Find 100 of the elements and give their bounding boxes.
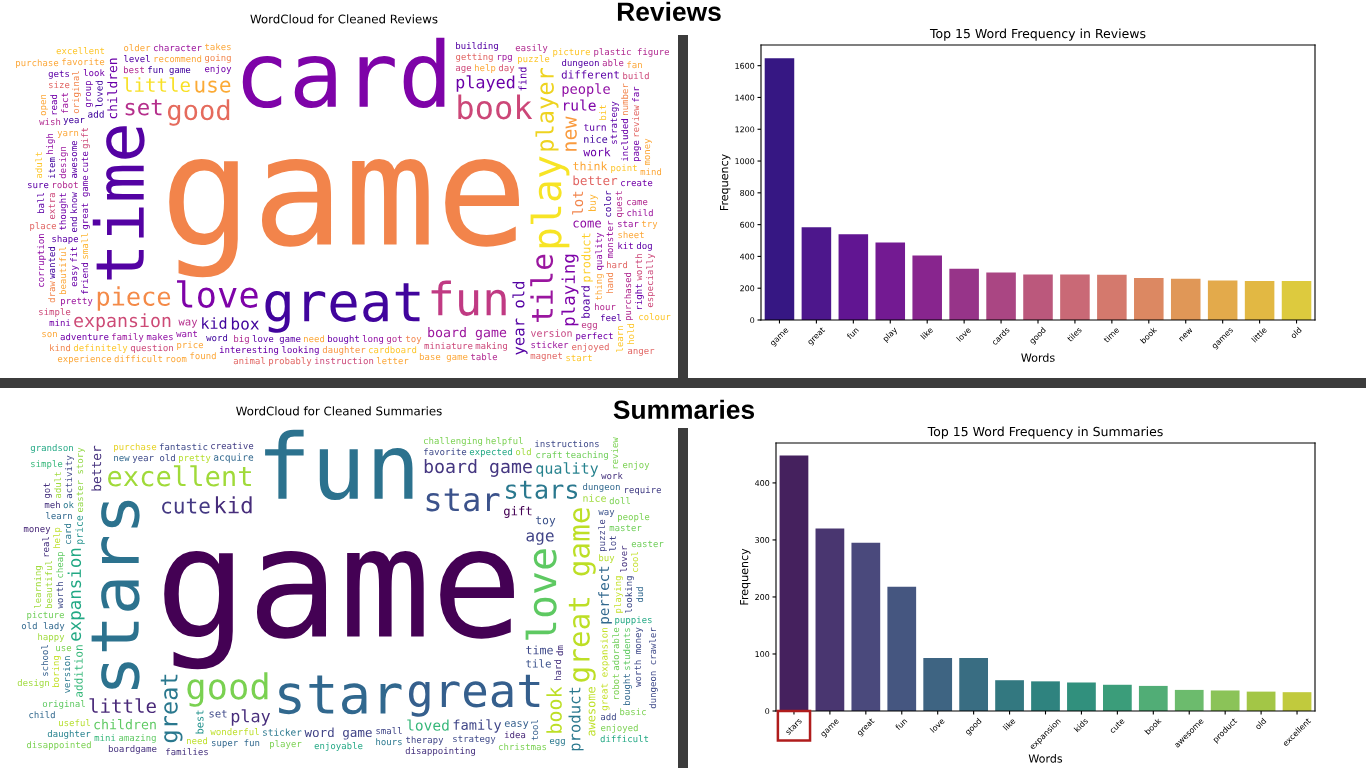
category-label: building xyxy=(456,42,498,51)
category-label: sticker xyxy=(263,728,302,736)
category-label: dm xyxy=(556,645,564,656)
category-label: design xyxy=(59,147,68,179)
category-label: takes xyxy=(204,43,231,51)
category-label: try xyxy=(641,220,658,229)
bar xyxy=(1097,274,1127,320)
category-label: turn xyxy=(584,123,606,131)
category-label: best xyxy=(195,710,204,734)
category-label: small xyxy=(376,727,402,735)
category-label: cool xyxy=(631,552,639,573)
category-label: use xyxy=(56,645,72,652)
category-label: kind xyxy=(50,344,71,352)
category-label: hour xyxy=(594,303,616,311)
category-label: challenging xyxy=(423,437,483,446)
category-label: awesome xyxy=(71,141,78,178)
category-label: played xyxy=(456,75,515,92)
category-label: boardgame xyxy=(108,745,157,754)
category-label: extra xyxy=(48,193,56,220)
bar xyxy=(851,542,881,711)
category-label: expected xyxy=(469,448,512,457)
category-label: playing xyxy=(561,254,579,326)
category-label: way xyxy=(178,319,198,328)
category-label: mind xyxy=(640,168,662,176)
bar xyxy=(1023,274,1053,320)
category-label: found xyxy=(190,352,216,360)
category-label: stars xyxy=(506,480,578,499)
category-label: help xyxy=(53,527,62,549)
category-label: set xyxy=(209,710,227,718)
category-label: worth money xyxy=(634,627,643,687)
category-label: way xyxy=(598,509,615,517)
category-label: work xyxy=(601,472,623,480)
category-label: fit xyxy=(70,247,78,262)
category-label: picture xyxy=(27,611,64,620)
category-label: kid xyxy=(202,317,227,329)
category-label: room xyxy=(166,356,187,363)
category-label: magnet xyxy=(530,352,562,361)
category-label: fantastic xyxy=(159,443,208,451)
category-label: kid xyxy=(215,496,252,514)
category-label: better xyxy=(573,175,618,186)
category-label: activity xyxy=(65,455,74,499)
bar xyxy=(801,227,832,320)
category-label: enjoy xyxy=(204,65,232,74)
category-label: simple xyxy=(31,460,63,469)
category-label: box xyxy=(231,317,259,330)
bar xyxy=(1207,280,1238,320)
category-label: tool xyxy=(531,720,539,741)
category-label: board game xyxy=(424,459,532,477)
category-label: tile xyxy=(526,659,551,668)
category-label: hold xyxy=(627,323,635,345)
category-label: quest xyxy=(615,191,624,217)
category-label: hand xyxy=(606,272,614,294)
category-label: right xyxy=(635,284,644,309)
category-label: quality xyxy=(536,462,599,477)
category-label: puppies xyxy=(615,616,652,625)
category-label: making xyxy=(475,342,507,351)
x-axis-title: Words xyxy=(1021,353,1055,362)
category-label: basic xyxy=(620,708,646,716)
category-label: gift xyxy=(504,506,532,518)
category-label: group xyxy=(85,80,93,108)
category-label: excellent xyxy=(56,47,105,55)
category-label: year old xyxy=(512,281,528,355)
y-axis-title: Frequency xyxy=(720,154,731,211)
category-label: know xyxy=(70,192,78,213)
category-label: need xyxy=(303,335,325,343)
category-label: player xyxy=(270,740,302,749)
category-label: christmas xyxy=(498,743,547,751)
category-label: included xyxy=(621,119,629,161)
category-label: board game xyxy=(428,327,507,340)
category-label: dungeon xyxy=(583,483,620,492)
category-label: doll xyxy=(609,497,630,505)
bar xyxy=(923,657,953,711)
category-label: beautiful xyxy=(59,246,67,295)
category-label: child xyxy=(29,711,55,719)
category-label: yarn xyxy=(57,130,79,138)
category-label: perfect xyxy=(598,566,612,624)
category-label: puzzle xyxy=(518,55,550,64)
category-label: disappointed xyxy=(26,741,91,750)
category-label: big xyxy=(234,335,249,344)
category-label: got xyxy=(386,335,402,344)
category-label: come xyxy=(573,220,601,228)
category-label: plastic figure xyxy=(594,48,670,57)
text: Summaries xyxy=(613,399,755,420)
bar xyxy=(1134,278,1164,320)
bar xyxy=(1138,685,1168,711)
category-label: able xyxy=(602,59,624,67)
category-label: sheet xyxy=(618,231,644,239)
category-label: great game xyxy=(568,508,596,682)
category-label: child xyxy=(627,209,653,217)
category-label: playing xyxy=(614,576,623,613)
category-label: gets xyxy=(48,70,69,79)
category-label: instructions xyxy=(535,440,599,448)
bar xyxy=(764,58,795,320)
category-label: pretty xyxy=(179,454,211,463)
category-label: set xyxy=(125,99,162,116)
category-label: table xyxy=(470,353,498,361)
bar xyxy=(1210,690,1240,711)
category-label: create xyxy=(621,179,653,187)
category-label: love xyxy=(177,280,258,308)
category-label: family xyxy=(453,719,502,733)
